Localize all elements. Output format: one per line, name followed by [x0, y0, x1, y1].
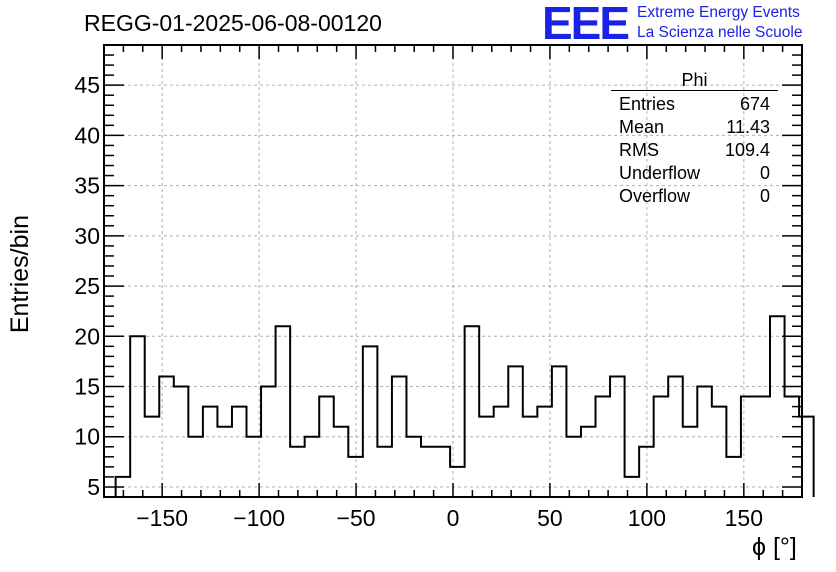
x-tick-label: −50	[337, 505, 376, 531]
eee-logo-mark: EEE	[542, 0, 630, 49]
y-tick-label: 10	[74, 424, 100, 450]
y-axis-label: Entries/bin	[6, 215, 34, 334]
x-tick-label: 0	[447, 505, 460, 531]
y-tick-label: 30	[74, 223, 100, 249]
logo-text-line2: La Scienza nelle Scuole	[637, 24, 803, 41]
stats-label: Underflow	[619, 163, 701, 183]
stats-value: 11.43	[726, 117, 770, 137]
stats-value: 674	[739, 94, 770, 114]
stats-row-overflow: Overflow 0	[611, 185, 778, 208]
stats-box: Phi Entries 674 Mean 11.43 RMS 109.4 Und…	[611, 70, 778, 208]
grid-lines	[104, 45, 802, 497]
y-tick-label: 35	[74, 173, 100, 199]
x-tick-labels: −150 −100 −50 0 50 100 150	[136, 505, 763, 531]
x-tick-label: 150	[725, 505, 763, 531]
stats-row-rms: RMS 109.4	[611, 139, 778, 162]
stats-value: 109.4	[724, 140, 770, 160]
stats-value: 0	[759, 163, 770, 183]
x-tick-label: 100	[628, 505, 666, 531]
stats-row-mean: Mean 11.43	[611, 116, 778, 139]
y-tick-labels: 5 10 15 20 25 30 35 40 45	[74, 72, 100, 500]
y-tick-label: 5	[87, 474, 100, 500]
y-tick-label: 15	[74, 374, 100, 400]
stats-row-underflow: Underflow 0	[611, 162, 778, 185]
stats-label: Entries	[619, 94, 676, 114]
x-tick-label: −150	[136, 505, 188, 531]
stats-label: Overflow	[619, 186, 691, 206]
y-tick-label: 45	[74, 72, 100, 98]
stats-row-entries: Entries 674	[611, 93, 778, 116]
stats-label: Mean	[619, 117, 665, 137]
stats-title: Phi	[611, 70, 778, 91]
stats-value: 0	[759, 186, 770, 206]
logo-text-line1: Extreme Energy Events	[637, 4, 800, 21]
x-axis-label: ϕ [°]	[752, 533, 797, 561]
x-tick-label: −100	[233, 505, 285, 531]
stats-label: RMS	[619, 140, 659, 160]
y-tick-label: 25	[74, 273, 100, 299]
y-tick-label: 40	[74, 122, 100, 148]
y-tick-label: 20	[74, 323, 100, 349]
chart-title: REGG-01-2025-06-08-00120	[84, 10, 382, 36]
axis-ticks	[104, 44, 802, 498]
x-tick-label: 50	[537, 505, 563, 531]
histogram-outline	[114, 315, 815, 497]
